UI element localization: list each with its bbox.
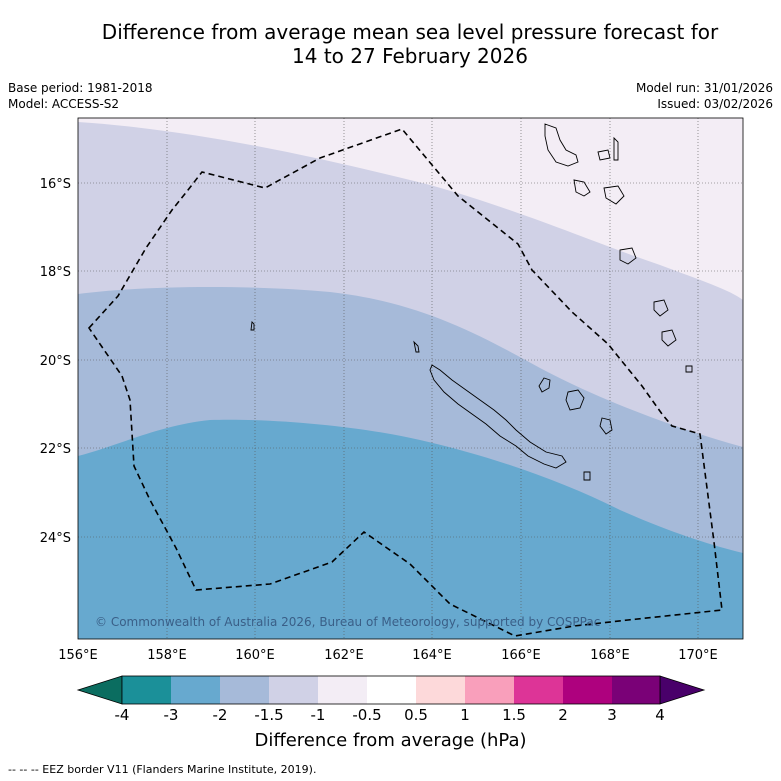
longitude-labels: 156°E 158°E 160°E 162°E 164°E 166°E 168°…: [58, 648, 718, 663]
latitude-labels: 16°S 18°S 20°S 22°S 24°S: [40, 177, 71, 546]
lon-label-160: 160°E: [235, 648, 275, 663]
hunter-island: [685, 365, 693, 373]
colorbar-segment-10: [612, 676, 660, 704]
colorbar-segment-0: [122, 676, 171, 704]
eez-border: [87, 128, 723, 637]
lat-label-18s: 18°S: [40, 265, 71, 280]
colorbar-segment-6: [416, 676, 465, 704]
colorbar-title: Difference from average (hPa): [254, 730, 527, 751]
colorbar-label-3: -1.5: [254, 706, 283, 724]
espiritu-santo-island: [544, 123, 579, 167]
lon-label-164: 164°E: [412, 648, 452, 663]
colorbar-label-8: 1.5: [502, 706, 526, 724]
model-label: Model: ACCESS-S2: [8, 97, 120, 111]
loyalty-island-1: [538, 377, 551, 393]
copyright-text: © Commonwealth of Australia 2026, Bureau…: [95, 615, 600, 629]
colorbar-label-7: 1: [460, 706, 470, 724]
lon-label-156: 156°E: [58, 648, 98, 663]
lat-label-16s: 16°S: [40, 177, 71, 192]
colorbar-label-10: 3: [607, 706, 617, 724]
lon-label-166: 166°E: [501, 648, 541, 663]
colorbar-segment-1: [171, 676, 220, 704]
ambae-island: [597, 149, 611, 161]
title-line-1: Difference from average mean sea level p…: [101, 20, 719, 44]
coastlines: [250, 123, 693, 481]
lat-label-22s: 22°S: [40, 442, 71, 457]
belep-island: [413, 340, 420, 353]
colorbar-segment-2: [220, 676, 269, 704]
colorbar-segment-7: [465, 676, 514, 704]
colorbar-outline: [121, 675, 661, 705]
lat-label-20s: 20°S: [40, 354, 71, 369]
colorbar-segment-3: [269, 676, 318, 704]
lon-label-170: 170°E: [678, 648, 718, 663]
lon-label-158: 158°E: [147, 648, 187, 663]
colorbar-segment-5: [367, 676, 416, 704]
issued-label: Issued: 03/02/2026: [657, 97, 773, 111]
tanna-island: [653, 299, 669, 317]
colorbar-label-9: 2: [558, 706, 568, 724]
colorbar-label-0: -4: [115, 706, 130, 724]
colorbar-under-triangle: [76, 675, 123, 705]
title-line-2: 14 to 27 February 2026: [292, 44, 528, 68]
new-caledonia-island: [429, 364, 567, 469]
eez-legend-note: -- -- -- EEZ border V11 (Flanders Marine…: [8, 763, 317, 776]
colorbar-over-triangle: [659, 675, 706, 705]
colorbar: -4 -3 -2 -1.5 -1 -0.5 0.5 1 1.5 2 3 4: [76, 675, 706, 724]
band-minus3-to-minus2: [78, 419, 743, 639]
chesterfield-reef: [250, 321, 255, 331]
colorbar-segment-9: [563, 676, 612, 704]
lon-label-162: 162°E: [324, 648, 364, 663]
lon-label-168: 168°E: [590, 648, 630, 663]
colorbar-label-11: 4: [655, 706, 665, 724]
loyalty-island-2: [565, 389, 585, 411]
aneityum-island: [661, 329, 677, 347]
colorbar-label-5: -0.5: [352, 706, 381, 724]
colorbar-label-6: 0.5: [404, 706, 428, 724]
base-period-label: Base period: 1981-2018: [8, 81, 153, 95]
loyalty-island-3: [599, 417, 613, 435]
model-run-label: Model run: 31/01/2026: [635, 81, 773, 95]
colorbar-label-1: -3: [164, 706, 179, 724]
pressure-anomaly-field: © Commonwealth of Australia 2026, Bureau…: [78, 118, 743, 639]
lat-label-24s: 24°S: [40, 531, 71, 546]
colorbar-segment-4: [318, 676, 367, 704]
erromango-island: [619, 247, 637, 265]
colorbar-label-2: -2: [213, 706, 228, 724]
colorbar-segment-8: [514, 676, 563, 704]
efate-island: [603, 185, 625, 205]
pentecost-island: [613, 136, 619, 161]
map-frame: [77, 117, 744, 640]
isle-of-pines: [583, 471, 591, 481]
colorbar-label-4: -1: [311, 706, 326, 724]
malekula-island: [573, 179, 591, 197]
